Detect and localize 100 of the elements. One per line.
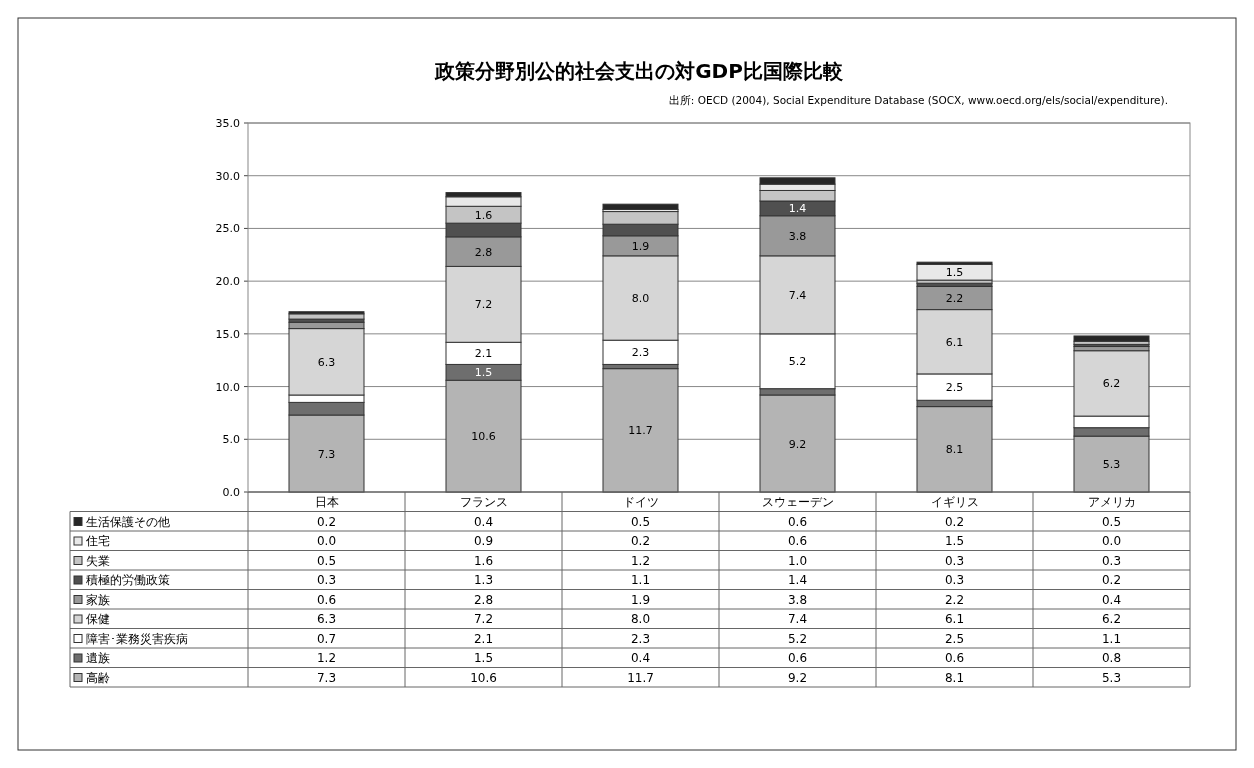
text: 10.6 — [471, 430, 496, 444]
data-label: 2.2 — [944, 592, 965, 607]
text: 6.3 — [317, 355, 336, 369]
x-tick-label: フランス — [459, 495, 508, 509]
text: 1.4 — [788, 202, 807, 216]
x-tick-label: スウェーデン — [761, 495, 834, 509]
legend-label: 保健 — [86, 612, 110, 626]
x-tick-label: アメリカ — [1087, 495, 1136, 509]
text: 5.2 — [788, 355, 807, 369]
text: 5.3 — [1102, 458, 1121, 472]
text: 7.3 — [317, 447, 336, 461]
data-label: 1.0 — [787, 553, 808, 568]
data-label: 0.8 — [1101, 651, 1122, 665]
y-tick-label: 30.0 — [215, 169, 240, 183]
legend-label: 家族 — [86, 592, 110, 607]
legend-label: 積極的労働政策 — [86, 573, 170, 587]
data-label: 5.2 — [787, 631, 808, 646]
data-label: 8.0 — [630, 612, 651, 626]
data-label: 9.2 — [787, 670, 808, 685]
bar — [1073, 335, 1150, 342]
y-tick-label: 15.0 — [215, 327, 240, 341]
y-tick-label: 25.0 — [215, 222, 240, 236]
data-label: 0.3 — [944, 553, 965, 568]
bar — [916, 263, 993, 281]
data-label: 0.9 — [473, 534, 494, 548]
data-label: 8.1 — [944, 670, 965, 685]
data-label: 0.6 — [787, 534, 808, 548]
text: 2.2 — [945, 292, 964, 306]
text: 11.7 — [628, 424, 653, 438]
data-label: 1.5 — [473, 651, 494, 665]
data-label: 1.2 — [316, 651, 337, 665]
data-label: 0.0 — [1101, 534, 1122, 548]
data-label: 1.4 — [787, 573, 808, 587]
data-label: 0.4 — [630, 651, 651, 665]
text: 3.8 — [788, 229, 807, 243]
data-label: 0.4 — [1101, 592, 1122, 607]
data-label: 2.3 — [630, 631, 651, 646]
data-label: 1.3 — [473, 573, 494, 587]
data-label: 0.2 — [944, 514, 965, 529]
legend-label: 失業 — [86, 553, 110, 568]
data-label: 2.5 — [944, 631, 965, 646]
data-label: 2.1 — [473, 631, 494, 646]
y-tick-label: 5.0 — [222, 433, 240, 447]
x-tick-label: ドイツ — [622, 495, 659, 509]
bar — [602, 203, 679, 210]
legend-label: 住宅 — [85, 534, 110, 548]
bar — [288, 313, 365, 320]
data-label: 0.5 — [630, 514, 651, 529]
data-label: 6.1 — [944, 612, 965, 626]
data-label: 0.6 — [944, 651, 965, 665]
data-label: 7.4 — [787, 612, 808, 626]
legend-label: 遺族 — [86, 651, 110, 665]
data-label: 6.3 — [316, 612, 337, 626]
y-tick-label: 0.0 — [222, 486, 240, 499]
data-label: 1.6 — [473, 553, 494, 568]
data-label: 0.0 — [316, 534, 337, 548]
text: 1.9 — [631, 239, 650, 253]
data-label: 0.5 — [316, 553, 337, 568]
text: 8.0 — [631, 292, 650, 306]
data-label: 0.2 — [316, 514, 337, 529]
text: 7.4 — [788, 288, 807, 302]
text: 6.1 — [945, 335, 964, 349]
data-label: 0.5 — [1101, 514, 1122, 529]
data-label: 0.6 — [316, 592, 337, 607]
text: 2.3 — [631, 346, 650, 360]
bar — [602, 368, 679, 493]
data-label: 5.3 — [1101, 670, 1122, 685]
data-label: 7.2 — [473, 612, 494, 626]
x-tick-label: 日本 — [314, 495, 339, 509]
y-tick-label: 20.0 — [215, 275, 240, 289]
data-label: 10.6 — [470, 670, 497, 685]
text: 7.2 — [474, 298, 493, 312]
text: 出所: OECD (2004), Social Expenditure Database (SOCX, www.oecd.org/els/social/expenditure). — [668, 94, 1168, 106]
data-label: 0.4 — [473, 514, 494, 529]
data-label: 0.3 — [944, 573, 965, 587]
legend-label: 高齢 — [86, 670, 110, 685]
data-label: 6.2 — [1101, 612, 1122, 626]
data-label: 7.3 — [316, 670, 337, 685]
text: 2.8 — [474, 245, 493, 259]
text: 6.2 — [1102, 377, 1121, 391]
chart-title: 政策分野別公的社会支出の対GDP比国際比較 — [434, 59, 844, 83]
data-label: 1.9 — [630, 592, 651, 607]
text: 1.5 — [945, 266, 964, 280]
text: 1.5 — [474, 366, 493, 380]
data-label: 3.8 — [787, 592, 808, 607]
data-label: 1.1 — [630, 573, 651, 587]
data-label: 11.7 — [627, 670, 654, 685]
data-label: 0.3 — [1101, 553, 1122, 568]
x-tick-label: イギリス — [930, 495, 979, 509]
data-label: 0.7 — [316, 631, 337, 646]
data-label: 1.5 — [944, 534, 965, 548]
text: 9.2 — [788, 437, 807, 451]
text: 8.1 — [945, 443, 964, 457]
text: 1.6 — [474, 208, 493, 222]
legend-label: 障害･業務災害疾病 — [86, 631, 188, 646]
legend-label: 生活保護その他 — [86, 514, 170, 529]
y-tick-label: 35.0 — [215, 117, 240, 130]
y-tick-label: 10.0 — [215, 380, 240, 394]
data-label: 0.2 — [630, 534, 651, 548]
text: 2.1 — [474, 347, 493, 361]
